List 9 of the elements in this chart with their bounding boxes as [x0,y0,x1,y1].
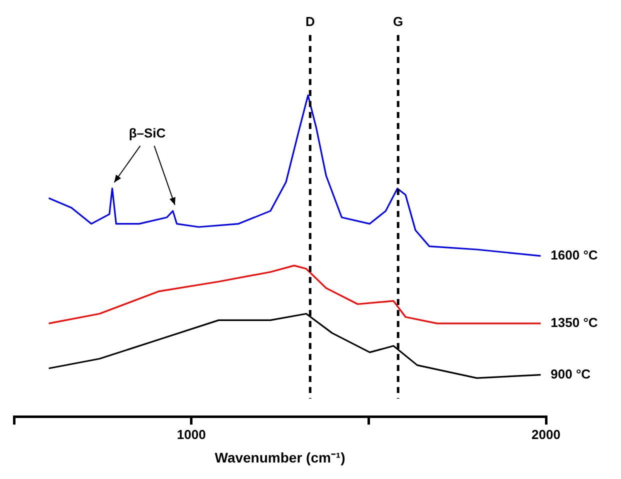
series-label: 1600 °C [550,248,598,263]
ref-line-label: G [393,14,404,30]
x-tick-label: 1000 [176,426,206,442]
x-axis-title: Wavenumber (cm⁻¹) [214,449,346,466]
series-label: 900 °C [550,366,592,382]
annotation: β–SiC [128,125,166,140]
series-label: 1350 °C [550,314,598,330]
ref-line-label: D [305,14,315,30]
x-tick-label: 2000 [532,426,560,442]
